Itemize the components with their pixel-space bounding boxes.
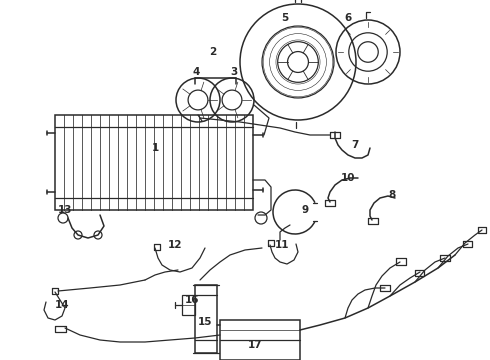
Text: 14: 14 — [55, 300, 69, 310]
Text: 2: 2 — [209, 47, 217, 57]
Text: 1: 1 — [151, 143, 159, 153]
Text: 13: 13 — [58, 205, 72, 215]
Text: 10: 10 — [341, 173, 355, 183]
Text: 5: 5 — [281, 13, 289, 23]
Bar — [182, 295, 195, 315]
Text: 8: 8 — [389, 190, 395, 200]
Text: 3: 3 — [230, 67, 238, 77]
Text: 7: 7 — [351, 140, 359, 150]
Text: 16: 16 — [185, 295, 199, 305]
Text: 15: 15 — [198, 317, 212, 327]
Bar — [55, 115, 253, 210]
Text: 17: 17 — [247, 340, 262, 350]
Bar — [195, 285, 217, 353]
Text: 11: 11 — [275, 240, 289, 250]
Text: 4: 4 — [192, 67, 200, 77]
Text: 9: 9 — [301, 205, 309, 215]
Text: 6: 6 — [344, 13, 352, 23]
Bar — [220, 320, 300, 360]
Text: 12: 12 — [168, 240, 182, 250]
